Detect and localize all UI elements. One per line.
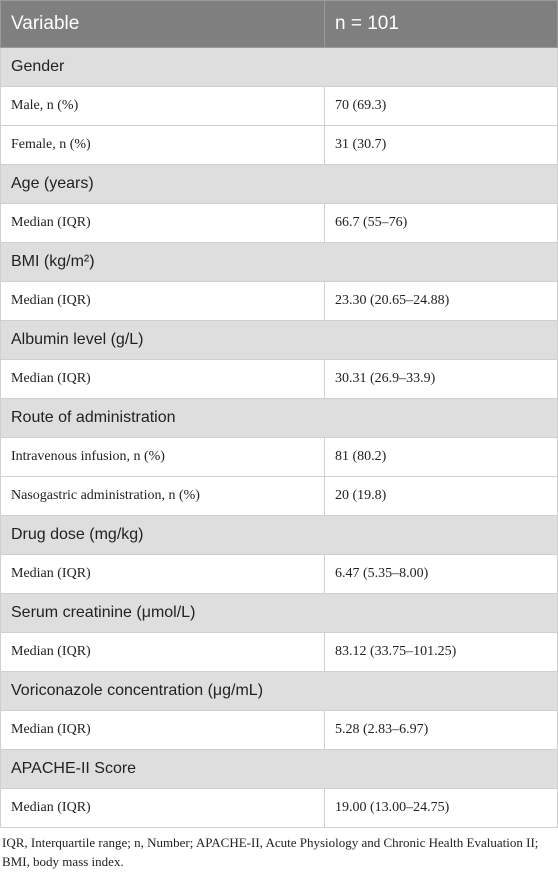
table-cell: Drug dose (mg/kg) <box>0 515 558 555</box>
section-row: Voriconazole concentration (μg/mL) <box>0 671 558 711</box>
table-cell: 66.7 (55–76) <box>324 203 558 243</box>
table-cell: 20 (19.8) <box>324 476 558 516</box>
table-cell: 23.30 (20.65–24.88) <box>324 281 558 321</box>
table-cell: Route of administration <box>0 398 558 438</box>
table-cell: Gender <box>0 47 558 87</box>
data-row: Median (IQR) 30.31 (26.9–33.9) <box>0 359 558 399</box>
table-cell: BMI (kg/m²) <box>0 242 558 282</box>
table-cell: Albumin level (g/L) <box>0 320 558 360</box>
table-cell: 83.12 (33.75–101.25) <box>324 632 558 672</box>
table-cell: Median (IQR) <box>0 632 325 672</box>
table-cell: Median (IQR) <box>0 359 325 399</box>
table-cell: Serum creatinine (μmol/L) <box>0 593 558 633</box>
data-row: Median (IQR) 83.12 (33.75–101.25) <box>0 632 558 672</box>
table-cell: 5.28 (2.83–6.97) <box>324 710 558 750</box>
table-cell: Nasogastric administration, n (%) <box>0 476 325 516</box>
data-row: Nasogastric administration, n (%) 20 (19.… <box>0 476 558 516</box>
table-cell: Median (IQR) <box>0 281 325 321</box>
section-row: Albumin level (g/L) <box>0 320 558 360</box>
table-cell: 31 (30.7) <box>324 125 558 165</box>
table-cell: 6.47 (5.35–8.00) <box>324 554 558 594</box>
section-row: Drug dose (mg/kg) <box>0 515 558 555</box>
footnote: IQR, Interquartile range; n, Number; APA… <box>2 835 539 869</box>
section-row: Age (years) <box>0 164 558 204</box>
table: Variable n = 101 Gender Male, n (%) 70 (69.3… <box>0 0 558 828</box>
table-cell: Median (IQR) <box>0 554 325 594</box>
section-row: Gender <box>0 47 558 87</box>
table-cell: Age (years) <box>0 164 558 204</box>
data-row: Median (IQR) 6.47 (5.35–8.00) <box>0 554 558 594</box>
data-row: Median (IQR) 23.30 (20.65–24.88) <box>0 281 558 321</box>
table-cell: 70 (69.3) <box>324 86 558 126</box>
table-cell: 81 (80.2) <box>324 437 558 477</box>
table-cell: Median (IQR) <box>0 710 325 750</box>
table-cell: Voriconazole concentration (μg/mL) <box>0 671 558 711</box>
section-row: APACHE-II Score <box>0 749 558 789</box>
data-row: Male, n (%) 70 (69.3) <box>0 86 558 126</box>
table-cell: n = 101 <box>324 0 558 48</box>
section-row: BMI (kg/m²) <box>0 242 558 282</box>
table-cell: Median (IQR) <box>0 203 325 243</box>
header-row: Variable n = 101 <box>0 0 558 48</box>
table-cell: Female, n (%) <box>0 125 325 165</box>
table-cell: APACHE-II Score <box>0 749 558 789</box>
section-row: Route of administration <box>0 398 558 438</box>
table-cell: 30.31 (26.9–33.9) <box>324 359 558 399</box>
table-cell: Variable <box>0 0 325 48</box>
data-row: Median (IQR) 19.00 (13.00–24.75) <box>0 788 558 828</box>
data-row: Median (IQR) 66.7 (55–76) <box>0 203 558 243</box>
data-row: Female, n (%) 31 (30.7) <box>0 125 558 165</box>
data-row: Median (IQR) 5.28 (2.83–6.97) <box>0 710 558 750</box>
table-cell: Median (IQR) <box>0 788 325 828</box>
table-cell: Intravenous infusion, n (%) <box>0 437 325 477</box>
table-cell: 19.00 (13.00–24.75) <box>324 788 558 828</box>
data-row: Intravenous infusion, n (%) 81 (80.2) <box>0 437 558 477</box>
table-cell: Male, n (%) <box>0 86 325 126</box>
section-row: Serum creatinine (μmol/L) <box>0 593 558 633</box>
